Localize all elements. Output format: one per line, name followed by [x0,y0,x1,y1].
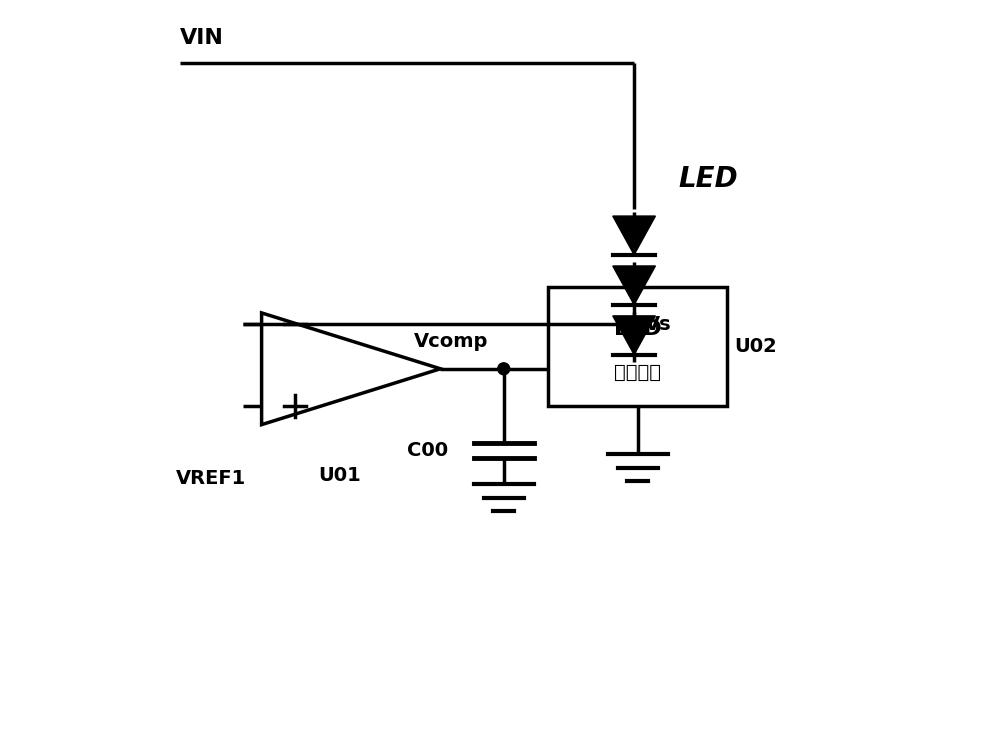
Text: U02: U02 [735,337,777,356]
Circle shape [498,363,510,375]
Circle shape [628,318,640,330]
Text: Vs: Vs [645,314,672,334]
Text: Vcomp: Vcomp [414,332,489,351]
Text: LED: LED [679,165,738,193]
Text: VREF1: VREF1 [176,469,246,489]
Text: VIN: VIN [180,28,224,48]
Polygon shape [613,216,655,255]
Polygon shape [613,316,655,355]
Polygon shape [613,266,655,305]
Text: C00: C00 [407,441,448,460]
FancyBboxPatch shape [548,287,727,406]
Text: U01: U01 [318,466,361,485]
Text: 驱动电路: 驱动电路 [614,363,661,382]
Text: LED: LED [614,319,662,338]
